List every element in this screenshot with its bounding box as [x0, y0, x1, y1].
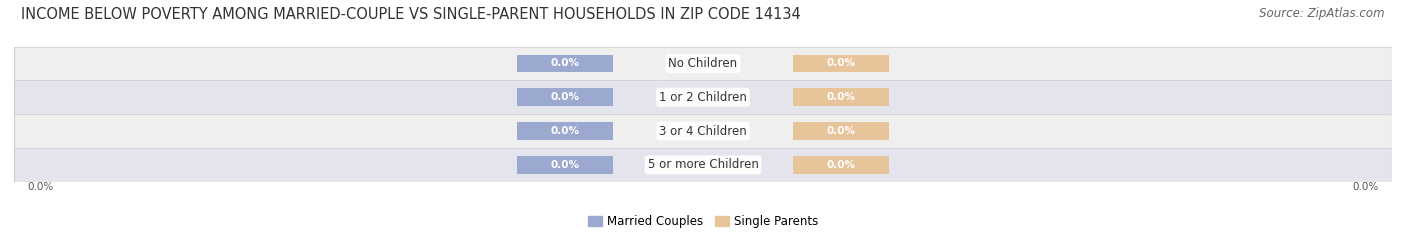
Text: 5 or more Children: 5 or more Children [648, 158, 758, 171]
Bar [793, 89, 889, 106]
Bar [14, 148, 1392, 182]
Text: 0.0%: 0.0% [827, 92, 855, 102]
Text: 0.0%: 0.0% [551, 126, 579, 136]
Text: Source: ZipAtlas.com: Source: ZipAtlas.com [1260, 7, 1385, 20]
Text: 3 or 4 Children: 3 or 4 Children [659, 125, 747, 137]
Text: 0.0%: 0.0% [551, 92, 579, 102]
Legend: Married Couples, Single Parents: Married Couples, Single Parents [583, 210, 823, 233]
Bar [793, 156, 889, 174]
Text: 0.0%: 0.0% [551, 58, 579, 69]
Bar [793, 122, 889, 140]
Text: 0.0%: 0.0% [1353, 182, 1378, 192]
Bar [517, 55, 613, 72]
Text: 0.0%: 0.0% [827, 58, 855, 69]
Bar [14, 47, 1392, 80]
Text: No Children: No Children [668, 57, 738, 70]
Bar [517, 156, 613, 174]
Bar [14, 80, 1392, 114]
Text: 0.0%: 0.0% [827, 160, 855, 170]
Bar [793, 55, 889, 72]
Bar [517, 122, 613, 140]
Text: 0.0%: 0.0% [827, 126, 855, 136]
Text: 0.0%: 0.0% [551, 160, 579, 170]
Text: INCOME BELOW POVERTY AMONG MARRIED-COUPLE VS SINGLE-PARENT HOUSEHOLDS IN ZIP COD: INCOME BELOW POVERTY AMONG MARRIED-COUPL… [21, 7, 801, 22]
Text: 1 or 2 Children: 1 or 2 Children [659, 91, 747, 104]
Bar [517, 89, 613, 106]
Text: 0.0%: 0.0% [28, 182, 53, 192]
Bar [14, 114, 1392, 148]
